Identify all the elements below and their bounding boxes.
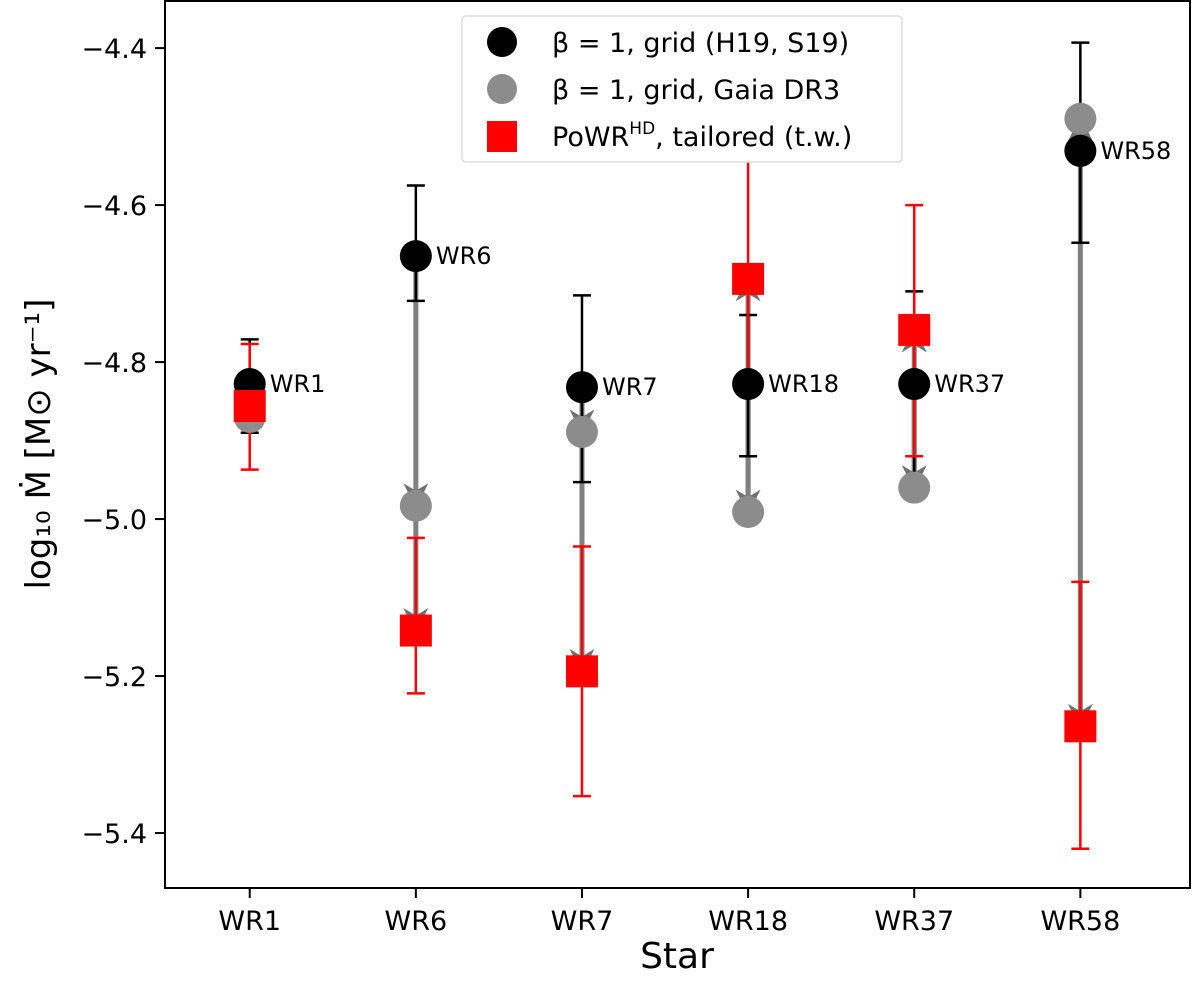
- legend-entry-2: PoWRHD, tailored (t.w.): [552, 119, 852, 153]
- point-powr: [233, 390, 266, 423]
- point-grid: [1064, 134, 1097, 167]
- y-tick-label: −5.4: [81, 819, 147, 850]
- legend-marker-gray: [487, 74, 517, 104]
- x-tick-label: WR7: [551, 906, 614, 937]
- point-powr: [898, 313, 931, 346]
- x-tick-label: WR37: [874, 906, 954, 937]
- point-grid: [732, 368, 765, 401]
- legend-marker-red: [487, 121, 517, 152]
- x-tick-label: WR18: [708, 906, 788, 937]
- point-grid: [399, 240, 432, 273]
- point-gaia: [565, 415, 598, 448]
- point-powr: [565, 655, 598, 688]
- plot-frame: [164, 0, 1191, 889]
- point-label: WR7: [602, 373, 658, 401]
- point-label: WR58: [1100, 137, 1171, 165]
- point-label: WR6: [436, 242, 492, 270]
- point-gaia: [898, 471, 931, 504]
- y-tick-label: −5.0: [81, 505, 147, 536]
- legend: β = 1, grid (H19, S19) β = 1, grid, Gaia…: [461, 15, 903, 163]
- point-powr: [732, 262, 765, 295]
- x-tick-label: WR6: [385, 906, 448, 937]
- point-powr: [399, 614, 432, 647]
- y-tick-label: −4.8: [81, 348, 147, 379]
- y-tick-label: −5.2: [81, 662, 147, 693]
- point-gaia: [1064, 102, 1097, 135]
- legend-marker-black: [487, 27, 517, 57]
- point-gaia: [399, 489, 432, 522]
- y-axis-label: log₁₀ Ṁ [M⊙ yr⁻¹]: [19, 299, 59, 590]
- point-label: WR1: [270, 370, 326, 398]
- x-tick-label: WR58: [1040, 906, 1120, 937]
- point-gaia: [732, 496, 765, 529]
- x-axis-label: Star: [640, 936, 714, 977]
- point-powr: [1064, 710, 1097, 743]
- point-grid: [898, 368, 931, 401]
- x-tick-label: WR1: [218, 906, 281, 937]
- y-tick-label: −4.6: [81, 191, 147, 222]
- legend-entry-1: β = 1, grid, Gaia DR3: [552, 75, 840, 106]
- point-label: WR18: [768, 370, 839, 398]
- legend-entry-0: β = 1, grid (H19, S19): [552, 28, 849, 59]
- y-tick-label: −4.4: [81, 34, 147, 65]
- point-label: WR37: [934, 370, 1005, 398]
- point-grid: [565, 371, 598, 404]
